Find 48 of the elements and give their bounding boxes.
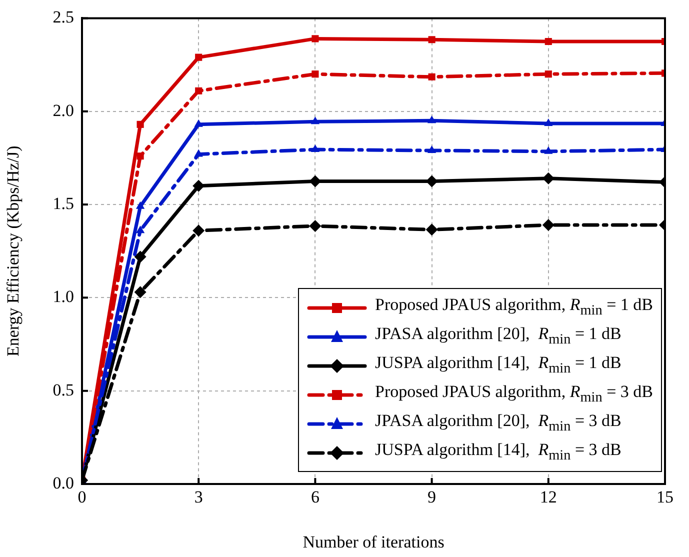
point bbox=[195, 87, 202, 94]
legend-label: JPASA algorithm [20], R$_{min}$ = 3 dB bbox=[375, 411, 622, 436]
x-tick-label: 15 bbox=[656, 488, 674, 507]
point bbox=[136, 120, 144, 128]
x-tick-label: 3 bbox=[194, 488, 203, 507]
legend-label: JUSPA algorithm [14], R$_{min}$ = 3 dB bbox=[375, 440, 622, 465]
point bbox=[542, 219, 554, 232]
x-tick-label: 0 bbox=[78, 488, 86, 507]
point bbox=[195, 54, 202, 61]
legend-label: Proposed JPAUS algorithm, R$_{min}$ = 3 dB bbox=[375, 382, 654, 407]
point bbox=[310, 144, 320, 152]
point bbox=[428, 73, 436, 80]
point bbox=[544, 70, 552, 78]
point bbox=[542, 172, 554, 184]
point bbox=[192, 180, 205, 192]
legend-label: JUSPA algorithm [14], R$_{min}$ = 1 dB bbox=[375, 353, 622, 378]
point bbox=[194, 119, 203, 127]
x-tick-label: 6 bbox=[310, 488, 320, 507]
point bbox=[544, 146, 553, 154]
point bbox=[194, 149, 203, 157]
point bbox=[309, 220, 322, 232]
x-axis-title: Number of iterations bbox=[302, 532, 444, 552]
x-tick-label: 12 bbox=[540, 488, 557, 507]
y-tick-label: 0.5 bbox=[52, 380, 74, 400]
y-tick-label: 2.0 bbox=[52, 100, 74, 120]
legend-label: JPASA algorithm [20], R$_{min}$ = 1 dB bbox=[375, 324, 622, 349]
y-tick-label: 1.5 bbox=[52, 194, 74, 213]
point bbox=[427, 116, 436, 124]
y-tick-label: 0.0 bbox=[52, 473, 74, 492]
point bbox=[136, 152, 144, 160]
y-tick-label: 1.0 bbox=[52, 287, 74, 306]
point bbox=[544, 38, 552, 46]
point bbox=[134, 250, 146, 263]
x-tick-label: 9 bbox=[428, 488, 436, 507]
point bbox=[136, 201, 145, 209]
point bbox=[310, 116, 320, 124]
point bbox=[136, 226, 145, 234]
point bbox=[312, 70, 319, 78]
point bbox=[192, 224, 205, 237]
point bbox=[544, 118, 553, 126]
point bbox=[428, 36, 436, 44]
point bbox=[427, 145, 436, 153]
legend-label: Proposed JPAUS algorithm, R$_{min}$ = 1 dB bbox=[375, 295, 654, 320]
point bbox=[312, 35, 319, 42]
y-axis-title: Energy Efficiency (Kbps/Hz/J) bbox=[4, 146, 23, 357]
point bbox=[134, 286, 146, 298]
point bbox=[426, 224, 438, 236]
y-tick-label: 2.5 bbox=[52, 8, 74, 27]
